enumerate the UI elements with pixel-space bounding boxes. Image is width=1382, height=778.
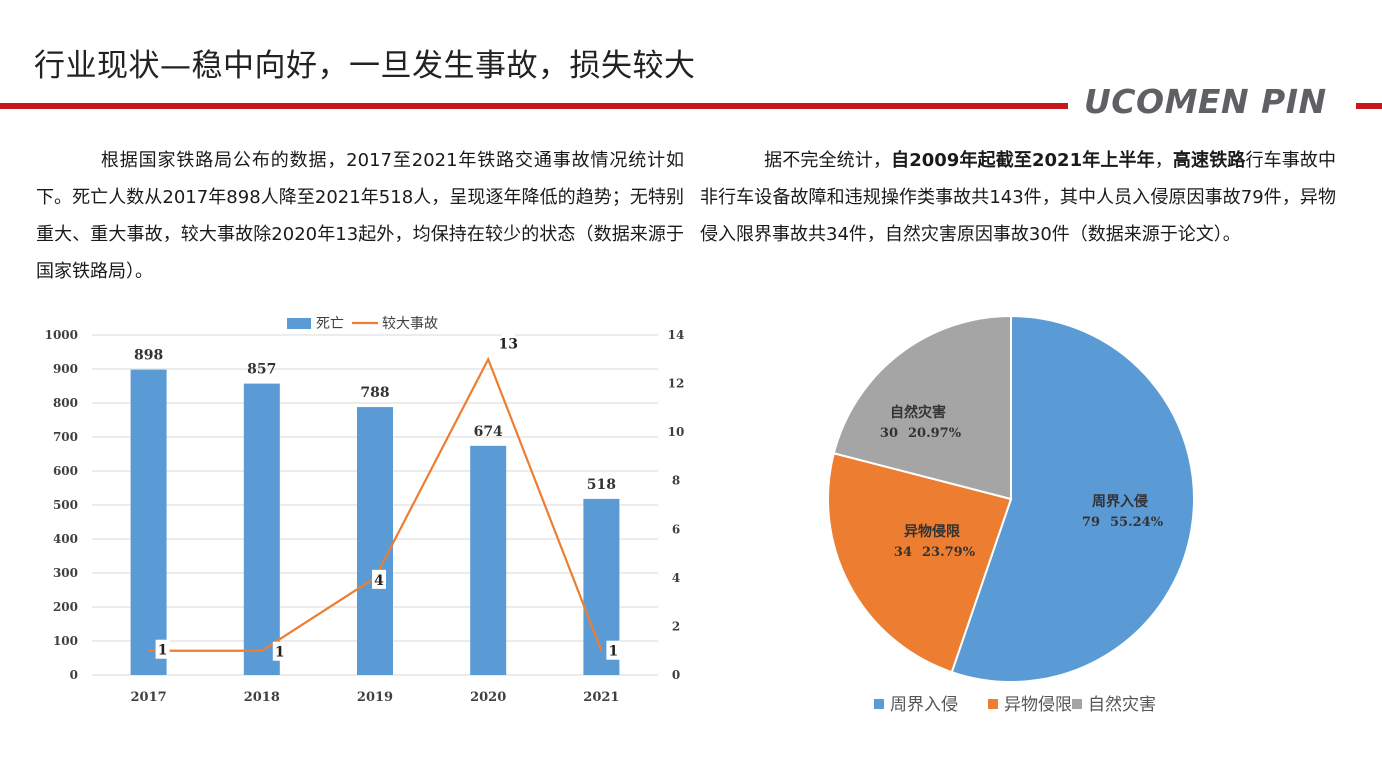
pie-slice-value-group: 34 23.79% bbox=[894, 545, 976, 560]
legend-label-major-accidents: 较大事故 bbox=[382, 316, 438, 332]
pie-slice-percent: 20.97% bbox=[908, 426, 962, 441]
bar-data-label: 898 bbox=[134, 348, 163, 364]
bar-death bbox=[130, 369, 167, 675]
legend-swatch bbox=[1072, 699, 1082, 709]
right-paragraph-bold-highspeed: 高速铁路 bbox=[1172, 150, 1246, 171]
x-tick-label: 2021 bbox=[583, 690, 619, 705]
x-tick-label: 2018 bbox=[244, 690, 280, 705]
right-paragraph-bold-period: 自2009年起截至2021年上半年 bbox=[891, 150, 1155, 171]
pie-slice-percent: 55.24% bbox=[1110, 515, 1164, 530]
y-tick-label: 200 bbox=[53, 600, 78, 614]
x-tick-label: 2017 bbox=[131, 690, 167, 705]
brand-logo: UCOMEN PIN bbox=[1084, 82, 1327, 121]
y-tick-label: 300 bbox=[53, 566, 78, 580]
right-paragraph-text-1: 据不完全统计， bbox=[764, 150, 892, 171]
pie-slice-value: 79 bbox=[1082, 515, 1100, 530]
bar-data-label: 674 bbox=[474, 424, 503, 440]
line-data-label: 1 bbox=[275, 645, 285, 661]
left-paragraph-text: 根据国家铁路局公布的数据，2017至2021年铁路交通事故情况统计如下。死亡人数… bbox=[36, 150, 684, 282]
y-tick-label: 800 bbox=[53, 396, 78, 410]
pie-slice-value: 30 bbox=[880, 426, 898, 441]
line-data-label-bg bbox=[372, 569, 386, 589]
legend-label: 自然灾害 bbox=[1088, 695, 1156, 715]
legend-label: 周界入侵 bbox=[890, 695, 958, 715]
y-tick-label: 1000 bbox=[45, 328, 78, 342]
page-title: 行业现状—稳中向好，一旦发生事故，损失较大 bbox=[34, 48, 696, 84]
legend-label-death: 死亡 bbox=[316, 316, 344, 332]
right-paragraph-text-3: 行车事故中非行车设备故障和违规操作类事故共143件，其中人员入侵原因事故79件，… bbox=[700, 150, 1337, 245]
pie-slice-category: 周界入侵 bbox=[1092, 493, 1148, 510]
pie-chart: 周界入侵 79 55.24% 异物侵限 34 23.79% 自然灾害 30 20.97% 周界入侵… bbox=[827, 314, 1195, 715]
bar-death bbox=[243, 383, 280, 675]
y2-tick-label: 0 bbox=[672, 668, 680, 682]
right-paragraph-text-2: ， bbox=[1154, 150, 1173, 171]
y2-tick-label: 2 bbox=[672, 619, 680, 633]
legend-swatch bbox=[988, 699, 998, 709]
y-tick-label: 0 bbox=[70, 668, 78, 682]
y-tick-label: 100 bbox=[53, 634, 78, 648]
legend-swatch-death bbox=[287, 318, 311, 329]
pie-slice-value-group: 79 55.24% bbox=[1082, 515, 1164, 530]
line-data-label-bg bbox=[272, 641, 287, 661]
right-paragraph: 据不完全统计，自2009年起截至2021年上半年，高速铁路行车事故中非行车设备故… bbox=[700, 142, 1336, 253]
bar-death bbox=[470, 445, 507, 675]
header-rule-left bbox=[0, 103, 1068, 109]
y2-tick-label: 6 bbox=[672, 522, 680, 536]
bar-death bbox=[357, 407, 393, 675]
legend-swatch bbox=[874, 699, 884, 709]
x-tick-label: 2019 bbox=[357, 690, 393, 705]
line-data-label-bg bbox=[155, 639, 170, 659]
header-rule-right bbox=[1356, 103, 1382, 109]
bar-data-label: 857 bbox=[247, 362, 276, 378]
left-paragraph: 根据国家铁路局公布的数据，2017至2021年铁路交通事故情况统计如下。死亡人数… bbox=[36, 142, 684, 290]
y-tick-label: 600 bbox=[53, 464, 78, 478]
y-tick-label: 500 bbox=[53, 498, 78, 512]
y2-tick-label: 8 bbox=[672, 474, 680, 488]
pie-slice-category: 异物侵限 bbox=[904, 523, 960, 540]
pie-slice-percent: 23.79% bbox=[922, 545, 976, 560]
bar-data-label: 518 bbox=[587, 477, 616, 493]
y-tick-label: 700 bbox=[53, 430, 78, 444]
bar-data-label: 788 bbox=[360, 385, 389, 401]
pie-slice bbox=[827, 452, 1013, 674]
y-tick-label: 400 bbox=[53, 532, 78, 546]
line-data-label-bg bbox=[501, 333, 516, 353]
y2-tick-label: 12 bbox=[668, 377, 685, 391]
y-tick-label: 900 bbox=[53, 362, 78, 376]
legend-label: 异物侵限 bbox=[1004, 695, 1072, 715]
combo-chart: 0 100 200 300 400 500 600 700 800 900 1000 0 2 4 6 8 10 1… bbox=[45, 316, 685, 705]
x-tick-label: 2020 bbox=[470, 690, 506, 705]
line-data-label: 1 bbox=[609, 644, 619, 660]
y2-tick-label: 14 bbox=[668, 328, 685, 342]
pie-slice-category: 自然灾害 bbox=[890, 404, 946, 421]
line-data-label: 1 bbox=[158, 643, 168, 659]
line-data-label-bg bbox=[606, 640, 621, 660]
y2-tick-label: 4 bbox=[672, 571, 680, 585]
line-data-label: 4 bbox=[374, 573, 384, 589]
pie-legend: 周界入侵 异物侵限 自然灾害 bbox=[874, 695, 1156, 715]
line-data-label: 13 bbox=[498, 336, 517, 352]
pie-slice bbox=[832, 314, 1012, 501]
pie-slice bbox=[950, 314, 1195, 683]
pie-slice-value-group: 30 20.97% bbox=[880, 426, 962, 441]
y2-tick-label: 10 bbox=[668, 425, 685, 439]
pie-slice-value: 34 bbox=[894, 545, 912, 560]
